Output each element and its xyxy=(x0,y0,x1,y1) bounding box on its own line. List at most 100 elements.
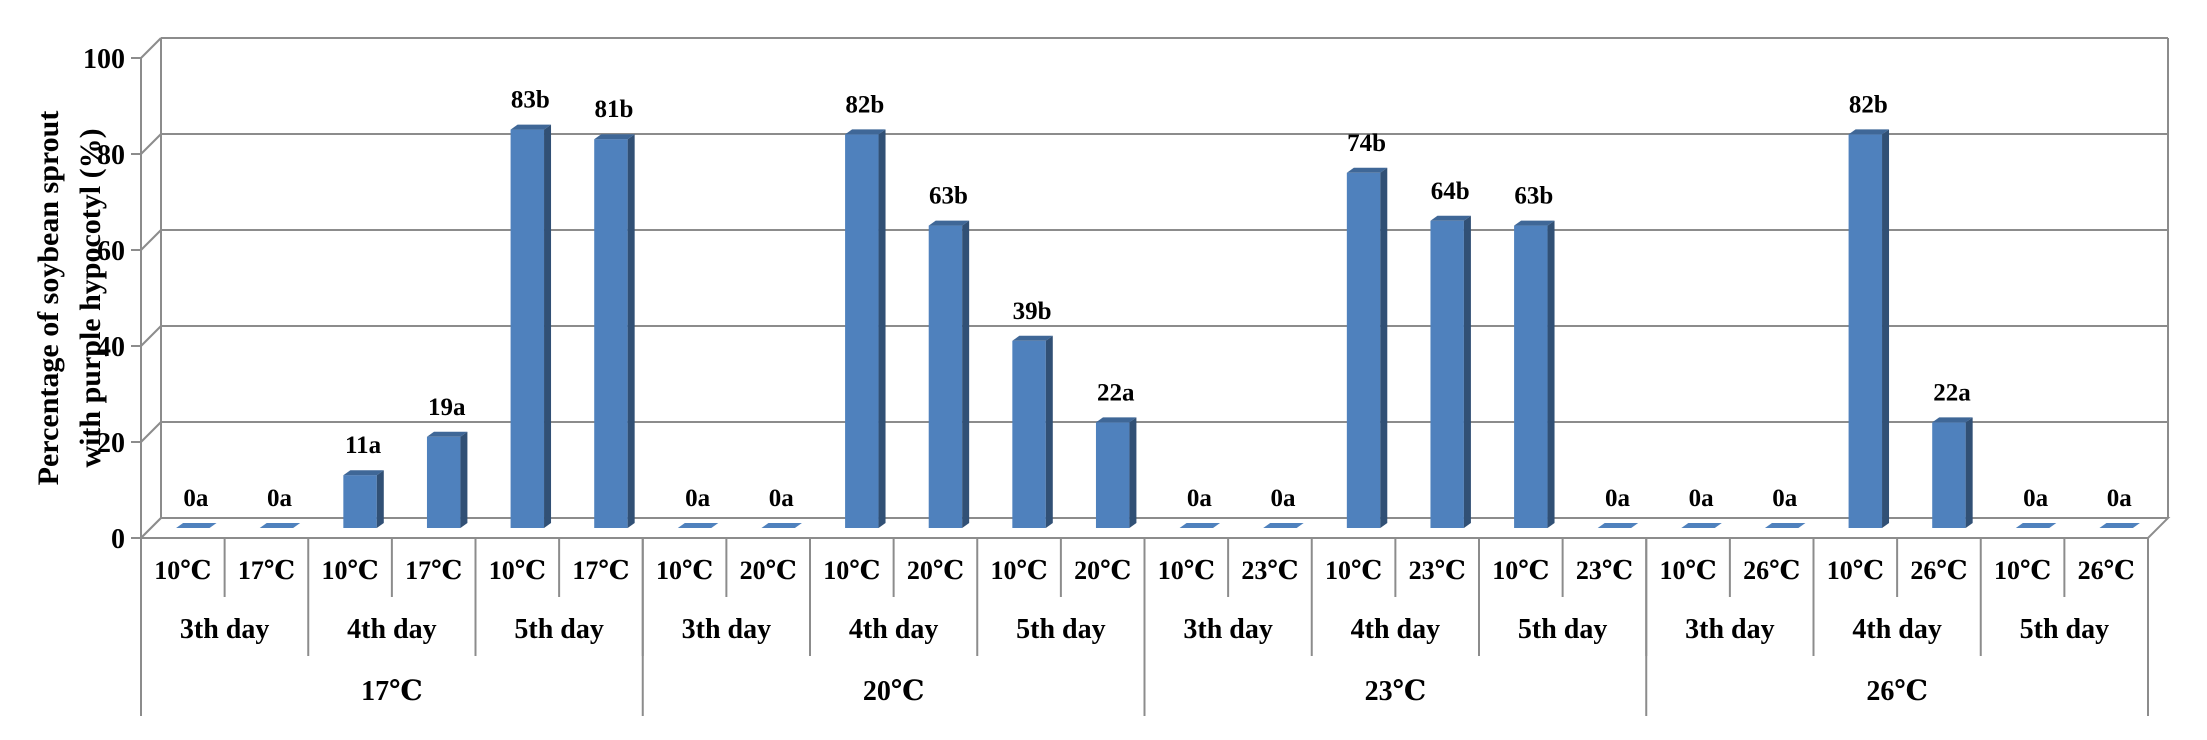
bar-side xyxy=(376,470,384,528)
x-tick-label: 10℃ xyxy=(489,556,546,585)
x-tick-label: 10℃ xyxy=(1659,556,1716,585)
x-tick-label: 20℃ xyxy=(1074,556,1131,585)
bar xyxy=(928,220,970,528)
bar-data-label: 82b xyxy=(845,91,884,118)
bar-side xyxy=(878,129,886,528)
bar-side xyxy=(627,134,635,528)
bar-front xyxy=(845,134,879,528)
bar-data-label: 22a xyxy=(1097,379,1135,406)
bar-data-label: 19a xyxy=(428,394,466,421)
y-tick-label: 0 xyxy=(111,524,125,555)
bar-top xyxy=(1848,129,1890,135)
bar-top xyxy=(426,431,468,437)
bar-data-label: 0a xyxy=(1689,485,1715,512)
bar-data-label: 0a xyxy=(2107,485,2133,512)
bar-front xyxy=(426,436,461,528)
day-label: 3th day xyxy=(1685,614,1774,645)
bar-side xyxy=(1129,417,1137,528)
bar-front xyxy=(1095,422,1130,528)
bar-front xyxy=(1932,422,1966,528)
bar-data-label: 74b xyxy=(1347,130,1386,157)
bar-front xyxy=(1346,172,1381,529)
y-tick-label: 100 xyxy=(83,44,125,75)
x-tick-label: 26℃ xyxy=(1910,556,1967,585)
bar-zero xyxy=(1764,523,1806,528)
bar-front xyxy=(928,225,963,528)
y-tick-labels: 0 20 40 60 80 100 xyxy=(83,44,125,555)
y-axis-label-line-2: with purple hypocotyl (%) xyxy=(74,128,107,467)
bar-top xyxy=(510,124,552,130)
y-tick-label: 80 xyxy=(97,140,125,171)
bar-front xyxy=(1848,134,1883,528)
bar-top xyxy=(594,134,635,140)
bar-front xyxy=(1012,340,1046,528)
bar-side xyxy=(544,124,552,528)
bar-data-label: 82b xyxy=(1849,91,1888,118)
x-tick-label: 20℃ xyxy=(907,556,964,585)
bar xyxy=(1346,167,1388,529)
bar-zero xyxy=(761,523,802,528)
bar-front xyxy=(510,129,545,528)
x-tick-label: 10℃ xyxy=(1325,556,1382,585)
bar-side xyxy=(1463,215,1471,529)
bar-front xyxy=(343,475,377,528)
x-tick-label: 17℃ xyxy=(405,556,462,585)
bar-top xyxy=(1932,417,1973,423)
bar-data-label: 0a xyxy=(1270,485,1296,512)
bar-front xyxy=(594,139,628,528)
bar xyxy=(343,470,384,528)
bar xyxy=(1095,417,1137,528)
bar-side xyxy=(1380,167,1388,529)
y-tick-label: 20 xyxy=(97,428,125,459)
x-tick-label: 17℃ xyxy=(238,556,295,585)
bar-top xyxy=(1346,167,1388,173)
y-axis-label-line-1: Percentage of soybean sprout xyxy=(32,111,65,486)
bar xyxy=(1430,215,1471,529)
bar xyxy=(1848,129,1890,528)
bar-data-label: 0a xyxy=(685,485,711,512)
bar xyxy=(2015,523,2057,528)
x-tick-label: 10℃ xyxy=(154,556,211,585)
bar-side xyxy=(460,431,468,528)
x-tick-label: 17℃ xyxy=(572,556,629,585)
x-tick-label: 26℃ xyxy=(2078,556,2135,585)
bar-zero xyxy=(176,523,217,528)
gridline-connector xyxy=(140,37,162,59)
bar-zero xyxy=(677,523,719,528)
bar-top xyxy=(1514,220,1555,226)
bar-zero xyxy=(1179,523,1221,528)
x-tick-label: 10℃ xyxy=(1492,556,1549,585)
bar xyxy=(1764,523,1806,528)
bar xyxy=(1179,523,1221,528)
group-label: 26℃ xyxy=(1866,676,1928,707)
bar-top xyxy=(343,470,384,476)
bar xyxy=(677,523,719,528)
x-tick-label: 10℃ xyxy=(990,556,1047,585)
day-label: 4th day xyxy=(1351,614,1440,645)
day-label: 5th day xyxy=(1518,614,1607,645)
bar-data-label: 0a xyxy=(1187,485,1213,512)
day-label: 3th day xyxy=(682,614,771,645)
day-label: 5th day xyxy=(514,614,603,645)
bar-zero xyxy=(2015,523,2057,528)
bar-data-label: 63b xyxy=(1514,183,1553,210)
bar xyxy=(2099,523,2140,528)
bar-zero xyxy=(259,523,301,528)
bar-top xyxy=(1430,215,1471,221)
bar-zero xyxy=(2099,523,2140,528)
bar-data-label: 0a xyxy=(1605,485,1631,512)
bar-data-label: 0a xyxy=(2023,485,2049,512)
bar-data-label: 0a xyxy=(769,485,795,512)
bar-data-label: 22a xyxy=(1933,379,1971,406)
day-label: 3th day xyxy=(1183,614,1272,645)
bar xyxy=(1263,523,1304,528)
bar-side xyxy=(962,220,970,528)
bar xyxy=(1932,417,1973,528)
y-tick-label: 40 xyxy=(97,332,125,363)
group-label: 20℃ xyxy=(863,676,925,707)
day-label: 4th day xyxy=(849,614,938,645)
group-label: 23℃ xyxy=(1365,676,1427,707)
bar-zero xyxy=(1597,523,1639,528)
bar xyxy=(845,129,886,528)
